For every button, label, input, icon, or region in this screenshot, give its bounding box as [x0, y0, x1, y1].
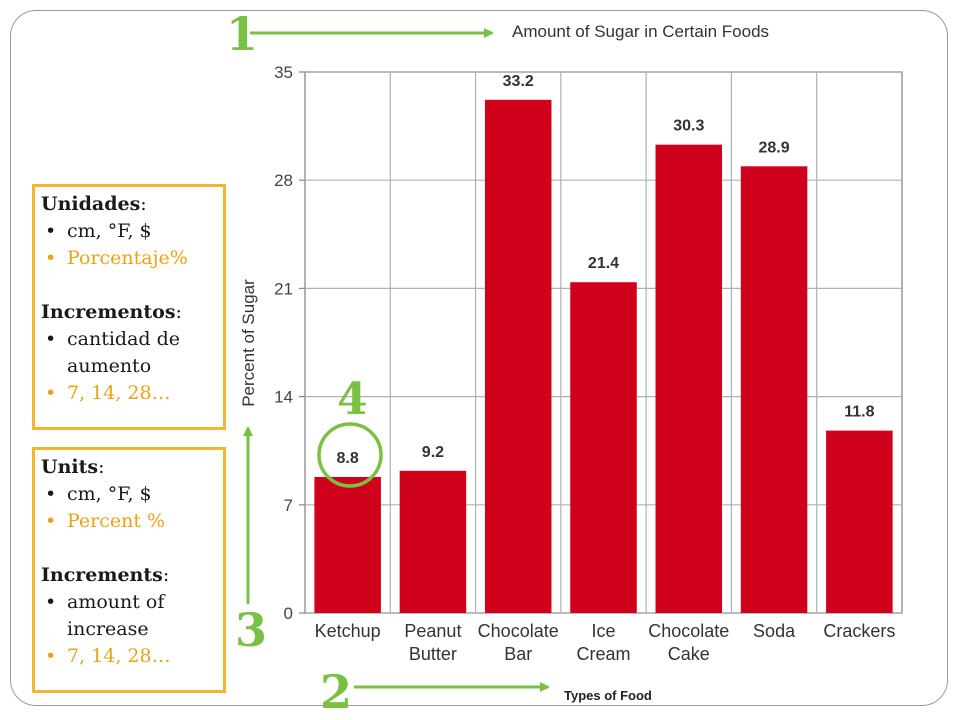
- units-item-es: cm, °F, $: [45, 218, 217, 245]
- increments-heading-es: Incrementos: [41, 301, 176, 323]
- spanish-info-box: Unidades: cm, °F, $ Porcentaje% Incremen…: [32, 184, 226, 430]
- annotation-number-2: 2: [320, 665, 352, 719]
- units-list-es: cm, °F, $ Porcentaje%: [41, 218, 217, 272]
- y-tick-label: 21: [274, 279, 293, 298]
- annotation-circle-4: [317, 422, 383, 488]
- y-tick-label: 35: [274, 63, 293, 82]
- x-category-label: Ice: [591, 621, 615, 641]
- slide-frame: [10, 10, 948, 706]
- increments-heading-en: Increments: [41, 564, 163, 586]
- x-category-label: Butter: [409, 644, 457, 664]
- bar-value-label: 9.2: [422, 444, 444, 461]
- bar: [655, 144, 723, 614]
- bar: [399, 470, 467, 613]
- increments-item-en: amount of increase: [45, 589, 217, 643]
- units-item-en: cm, °F, $: [45, 481, 217, 508]
- y-tick-label: 0: [284, 604, 293, 623]
- bar-value-label: 28.9: [759, 139, 790, 156]
- x-category-label: Cream: [576, 644, 630, 664]
- x-category-label: Chocolate: [478, 621, 559, 641]
- x-category-label: Chocolate: [648, 621, 729, 641]
- y-tick-label: 14: [274, 388, 293, 407]
- bar: [314, 476, 381, 613]
- bar-value-label: 11.8: [844, 404, 874, 421]
- annotation-number-4: 4: [337, 374, 368, 425]
- x-category-label: Cake: [668, 644, 710, 664]
- increments-list-en: amount of increase 7, 14, 28…: [41, 589, 217, 670]
- x-category-label: Bar: [504, 644, 532, 664]
- increments-item-es-highlight: 7, 14, 28…: [45, 380, 217, 407]
- x-category-label: Soda: [753, 621, 796, 641]
- y-axis-label: Percent of Sugar: [239, 279, 258, 407]
- x-category-label: Ketchup: [315, 621, 381, 641]
- bar: [570, 282, 637, 613]
- units-item-en-highlight: Percent %: [45, 508, 217, 535]
- annotation-number-3: 3: [235, 603, 267, 657]
- units-item-es-highlight: Porcentaje%: [45, 245, 217, 272]
- bar-value-label: 33.2: [503, 73, 534, 90]
- english-info-box: Units: cm, °F, $ Percent % Increments: a…: [32, 447, 226, 693]
- x-category-label: Crackers: [823, 621, 895, 641]
- units-heading-en: Units: [41, 456, 99, 478]
- y-tick-label: 7: [284, 496, 293, 515]
- bar-value-label: 30.3: [673, 118, 704, 135]
- y-tick-label: 28: [274, 171, 293, 190]
- bar-value-label: 21.4: [588, 255, 619, 272]
- bar: [826, 430, 893, 613]
- bar: [484, 99, 552, 613]
- increments-item-es: cantidad de aumento: [45, 326, 217, 380]
- x-category-label: Peanut: [404, 621, 461, 641]
- units-list-en: cm, °F, $ Percent %: [41, 481, 217, 535]
- increments-item-en-highlight: 7, 14, 28…: [45, 643, 217, 670]
- bar-value-label: 8.8: [337, 450, 359, 467]
- units-heading-es: Unidades: [41, 193, 141, 215]
- increments-list-es: cantidad de aumento 7, 14, 28…: [41, 326, 217, 407]
- chart-title: Amount of Sugar in Certain Foods: [512, 22, 769, 41]
- bar: [740, 166, 808, 613]
- x-axis-label: Types of Food: [564, 688, 652, 703]
